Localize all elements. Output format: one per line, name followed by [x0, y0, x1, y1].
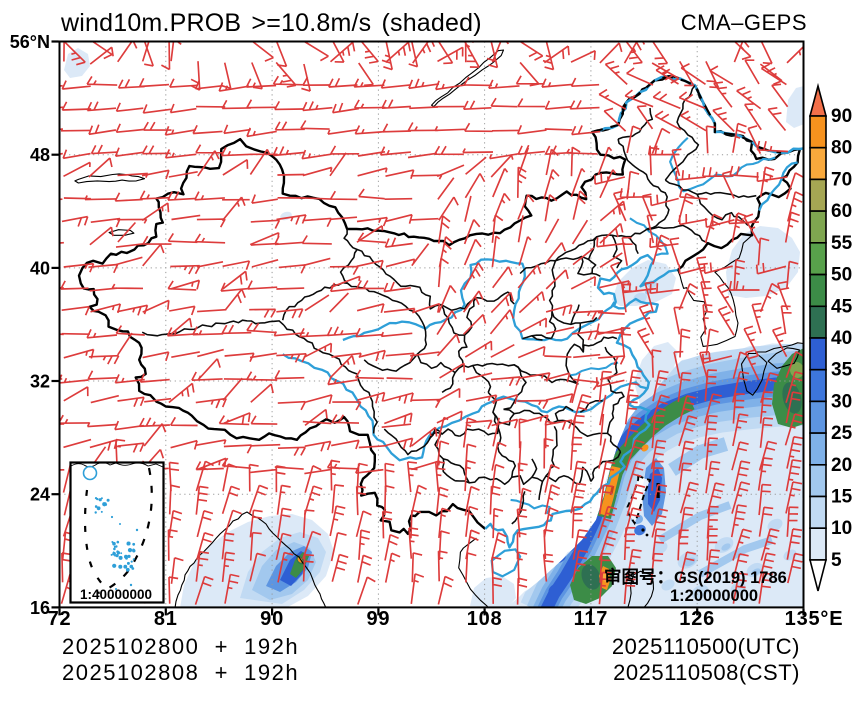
svg-text:2025110508(CST): 2025110508(CST) [613, 660, 800, 685]
svg-text:45: 45 [831, 296, 853, 317]
svg-text:90: 90 [831, 106, 852, 127]
svg-text:24: 24 [30, 485, 50, 505]
svg-text:CMA–GEPS: CMA–GEPS [681, 10, 807, 35]
svg-text:5: 5 [831, 550, 842, 571]
svg-text:16: 16 [30, 598, 50, 618]
svg-text:48: 48 [30, 145, 50, 165]
svg-text:35: 35 [831, 360, 853, 381]
svg-text:90: 90 [260, 608, 284, 630]
svg-text:wind10m.PROB >=10.8m/s (shaded: wind10m.PROB >=10.8m/s (shaded) [60, 9, 482, 37]
svg-text:1:20000000: 1:20000000 [670, 587, 758, 605]
svg-text:99: 99 [366, 608, 390, 630]
svg-text:72: 72 [48, 608, 72, 630]
svg-text:50: 50 [831, 265, 852, 286]
svg-text:2025102800 + 192h: 2025102800 + 192h [62, 634, 299, 659]
svg-text:32: 32 [30, 372, 50, 392]
svg-text:135°E: 135°E [785, 608, 844, 630]
svg-text:108: 108 [467, 608, 503, 630]
svg-text:40: 40 [30, 258, 50, 278]
svg-text:30: 30 [831, 391, 852, 412]
svg-text:55: 55 [831, 233, 853, 254]
svg-text:70: 70 [831, 169, 852, 190]
svg-text:60: 60 [831, 201, 852, 222]
svg-text:10: 10 [831, 518, 852, 539]
svg-text:20: 20 [831, 455, 852, 476]
svg-text:80: 80 [831, 138, 852, 159]
svg-text:15: 15 [831, 487, 853, 508]
svg-text:81: 81 [154, 608, 178, 630]
svg-text:25: 25 [831, 423, 853, 444]
svg-text:1:40000000: 1:40000000 [80, 587, 152, 602]
svg-text:2025102808 + 192h: 2025102808 + 192h [62, 660, 299, 685]
svg-text:117: 117 [574, 608, 609, 630]
svg-text:40: 40 [831, 328, 852, 349]
svg-text:审图号：GS(2019) 1786: 审图号：GS(2019) 1786 [604, 567, 787, 587]
svg-text:126: 126 [679, 608, 715, 630]
svg-text:2025110500(UTC): 2025110500(UTC) [612, 634, 800, 659]
svg-text:56°N: 56°N [10, 32, 50, 52]
